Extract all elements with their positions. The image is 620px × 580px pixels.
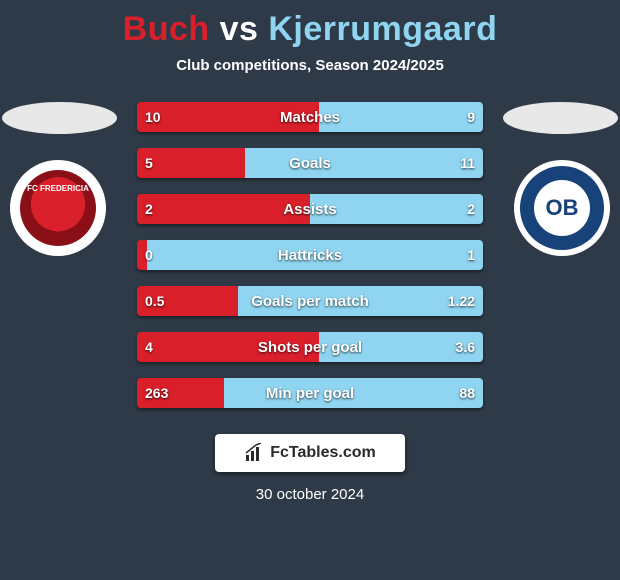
stat-row: Shots per goal43.6 <box>137 332 483 362</box>
team-right-badge <box>514 160 610 256</box>
team-left-badge: FC FREDERICIA <box>10 160 106 256</box>
stat-bar-right <box>319 102 483 132</box>
player2-name: Kjerrumgaard <box>268 10 497 48</box>
player1-name: Buch <box>123 10 210 48</box>
stat-bar-left <box>137 286 238 316</box>
stat-bar-right <box>245 148 483 178</box>
stat-row: Goals511 <box>137 148 483 178</box>
stat-row: Min per goal26388 <box>137 378 483 408</box>
stat-bar-left <box>137 102 319 132</box>
stat-bar-right <box>310 194 483 224</box>
team-left-short: FC FREDERICIA <box>27 184 89 193</box>
stat-bar-left <box>137 378 224 408</box>
shadow-ellipse-left <box>2 102 117 134</box>
stat-bar-left <box>137 194 310 224</box>
comparison-panel: FC FREDERICIA Matches109 Goals511 Assists2… <box>0 102 620 408</box>
date-text: 30 october 2024 <box>0 486 620 503</box>
vs-text: vs <box>220 10 259 48</box>
stat-bar-right <box>319 332 483 362</box>
page-title: Buch vs Kjerrumgaard <box>0 0 620 49</box>
stat-row: Assists22 <box>137 194 483 224</box>
stat-bar-right <box>224 378 483 408</box>
stat-row: Goals per match0.51.22 <box>137 286 483 316</box>
stat-row: Hattricks01 <box>137 240 483 270</box>
stat-bar-left <box>137 332 319 362</box>
stat-bar-left <box>137 240 147 270</box>
shadow-ellipse-right <box>503 102 618 134</box>
brand-badge[interactable]: FcTables.com <box>215 434 405 472</box>
stat-bars: Matches109 Goals511 Assists22 Hattricks01 Go… <box>137 102 483 408</box>
chart-icon <box>244 443 264 463</box>
stat-row: Matches109 <box>137 102 483 132</box>
brand-text: FcTables.com <box>270 444 376 462</box>
stat-bar-right <box>238 286 483 316</box>
stat-bar-right <box>147 240 483 270</box>
subtitle: Club competitions, Season 2024/2025 <box>0 57 620 74</box>
stat-bar-left <box>137 148 245 178</box>
